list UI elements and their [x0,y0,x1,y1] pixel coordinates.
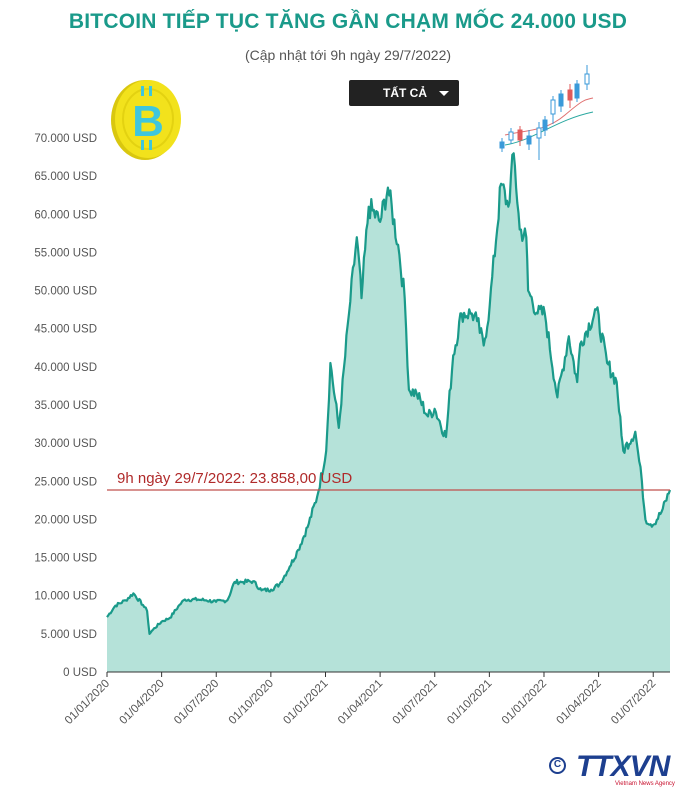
y-tick-label: 60.000 USD [34,209,97,221]
y-tick-label: 5.000 USD [41,629,97,641]
bitcoin-coin-icon: B [111,80,181,160]
reference-line-label: 9h ngày 29/7/2022: 23.858,00 USD [117,470,352,487]
period-filter-dropdown[interactable]: TẤT CẢ [349,80,459,106]
y-tick-label: 45.000 USD [34,324,97,336]
candlestick-icon [499,65,594,160]
copyright-icon: C [549,757,566,774]
price-area [107,153,670,673]
y-tick-label: 25.000 USD [34,476,97,488]
y-tick-label: 65.000 USD [34,171,97,183]
agency-logo-tagline: Vietnam News Agency [615,781,675,787]
chart-subtitle: (Cập nhật tới 9h ngày 29/7/2022) [244,47,452,63]
y-tick-label: 0 USD [63,667,97,679]
period-filter-label: TẤT CẢ [383,86,427,100]
agency-logo: TTXVN [576,750,670,783]
price-line [106,152,672,635]
x-tick-label: 01/04/2021 [336,678,385,727]
svg-text:B: B [132,97,164,146]
x-tick-label: 01/10/2021 [445,678,494,727]
y-axis: 0 USD 5.000 USD 10.000 USD 15.000 USD 20.000… [34,133,97,679]
y-tick-label: 50.000 USD [34,286,97,298]
chevron-down-icon [439,91,449,96]
x-tick-label: 01/01/2020 [63,678,112,727]
y-tick-label: 15.000 USD [34,553,97,565]
x-tick-label: 01/04/2022 [555,678,604,727]
x-tick-label: 01/01/2022 [500,678,549,727]
x-axis: 01/01/2020 01/04/2020 01/07/2020 01/10/2020… [63,672,658,727]
x-tick-label: 01/10/2020 [227,678,276,727]
chart-title: BITCOIN TIẾP TỤC TĂNG GẦN CHẠM MỐC 24.00… [68,10,628,33]
y-tick-label: 55.000 USD [34,247,97,259]
y-tick-label: 35.000 USD [34,400,97,412]
y-tick-label: 40.000 USD [34,362,97,374]
x-tick-label: 01/04/2020 [118,678,167,727]
x-tick-label: 01/07/2021 [391,678,440,727]
x-tick-label: 01/01/2021 [281,678,330,727]
x-tick-label: 01/07/2020 [172,678,221,727]
x-tick-label: 01/07/2022 [609,678,658,727]
y-tick-label: 20.000 USD [34,514,97,526]
y-tick-label: 70.000 USD [34,133,97,145]
y-tick-label: 10.000 USD [34,591,97,603]
y-tick-label: 30.000 USD [34,438,97,450]
